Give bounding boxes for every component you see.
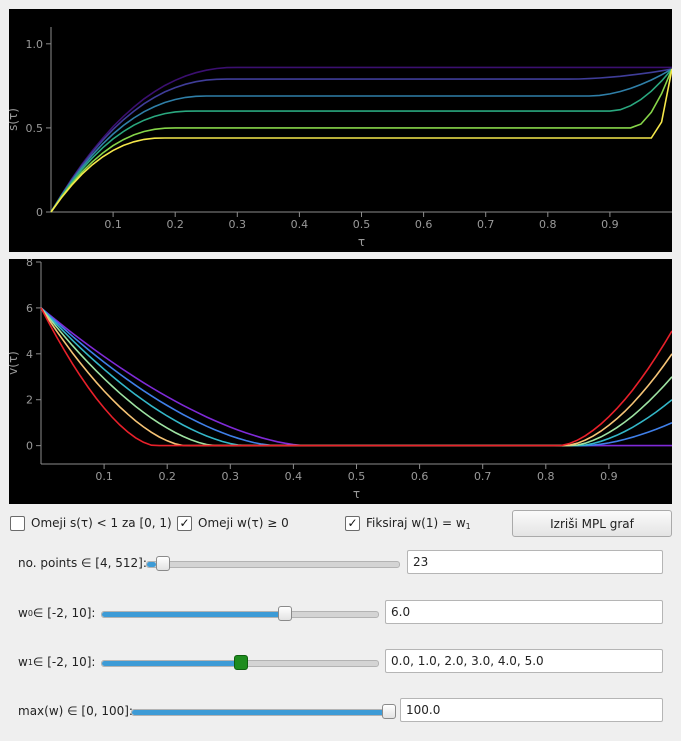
s-series-line — [50, 68, 672, 213]
x-tick-label: 0.1 — [95, 470, 113, 483]
x-tick-label: 0.5 — [353, 218, 371, 231]
points-slider-fill — [147, 562, 157, 567]
v-series-line — [40, 307, 672, 447]
y-tick-label: 1.0 — [26, 38, 44, 51]
s-series-line — [50, 68, 672, 213]
points-slider-handle[interactable] — [155, 556, 170, 571]
x-tick-label: 0.6 — [415, 218, 433, 231]
x-tick-label: 0.8 — [537, 470, 555, 483]
x-tick-label: 0.1 — [104, 218, 122, 231]
x-axis-label: τ — [358, 235, 365, 249]
maxw-slider[interactable] — [131, 704, 396, 719]
x-tick-label: 0.9 — [601, 218, 619, 231]
w1-slider-fill — [102, 661, 240, 666]
w0-input[interactable]: 6.0 — [385, 600, 663, 624]
x-tick-label: 0.6 — [411, 470, 429, 483]
w0-slider-handle[interactable] — [278, 606, 293, 621]
v-tau-plot[interactable]: 0.1 0.2 0.3 0.4 0.5 0.6 0.7 0.8 0.9 0 2 4 6 8 τ v(τ) — [9, 259, 672, 504]
limit-w-checkbox-box[interactable]: ✓ — [177, 515, 192, 531]
x-tick-label: 0.4 — [285, 470, 303, 483]
x-tick-label: 0.4 — [291, 218, 309, 231]
s-series-line — [50, 66, 672, 213]
x-tick-label: 0.2 — [158, 470, 176, 483]
points-row: no. points ∈ [4, 512]: 23 — [9, 550, 672, 580]
y-tick-label: 8 — [26, 259, 33, 269]
fix-w1-checkbox-label: Fiksiraj w(1) = w1 — [366, 515, 471, 531]
fix-w1-checkbox-box[interactable]: ✓ — [345, 515, 360, 531]
w0-slider-fill — [102, 612, 287, 617]
maxw-slider-fill — [132, 710, 394, 715]
s-series-line — [50, 68, 672, 213]
y-tick-label: 4 — [26, 348, 33, 361]
x-tick-label: 0.8 — [539, 218, 557, 231]
x-tick-label: 0.5 — [348, 470, 366, 483]
s-tau-plot[interactable]: 0.1 0.2 0.3 0.4 0.5 0.6 0.7 0.8 0.9 0 0.5 1.0 τ s(τ) — [9, 9, 672, 252]
limit-s-checkbox[interactable]: Omeji s(τ) < 1 za [0, 1) — [10, 508, 172, 538]
options-row: Omeji s(τ) < 1 za [0, 1) ✓ Omeji w(τ) ≥ … — [9, 508, 672, 538]
y-tick-label: 2 — [26, 394, 33, 407]
x-axis-label: τ — [353, 487, 360, 501]
limit-s-checkbox-label: Omeji s(τ) < 1 za [0, 1) — [31, 516, 172, 530]
w0-slider[interactable] — [101, 606, 379, 621]
w1-slider-handle[interactable] — [234, 655, 248, 670]
draw-mpl-button[interactable]: Izriši MPL graf — [512, 510, 672, 537]
y-tick-label: 6 — [26, 302, 33, 315]
maxw-slider-handle[interactable] — [382, 704, 396, 719]
fix-w1-checkbox[interactable]: ✓ Fiksiraj w(1) = w1 — [345, 508, 471, 538]
y-tick-label: 0 — [36, 206, 43, 219]
maxw-input[interactable]: 100.0 — [400, 698, 663, 722]
y-tick-label: 0 — [26, 440, 33, 453]
s-series-line — [50, 68, 672, 213]
points-input[interactable]: 23 — [407, 550, 663, 574]
x-tick-label: 0.9 — [600, 470, 618, 483]
points-label: no. points ∈ [4, 512]: — [18, 556, 147, 570]
x-tick-label: 0.7 — [474, 470, 492, 483]
w1-slider[interactable] — [101, 655, 379, 670]
points-slider[interactable] — [146, 556, 400, 571]
x-tick-label: 0.2 — [166, 218, 184, 231]
s-series-line — [50, 68, 672, 213]
w1-input[interactable]: 0.0, 1.0, 2.0, 3.0, 4.0, 5.0 — [385, 649, 663, 673]
maxw-row: max(w) ∈ [0, 100]: 100.0 — [9, 698, 672, 728]
v-series-line — [40, 307, 672, 447]
x-tick-label: 0.3 — [229, 218, 247, 231]
y-axis-label: s(τ) — [9, 108, 20, 131]
limit-w-checkbox[interactable]: ✓ Omeji w(τ) ≥ 0 — [177, 508, 289, 538]
x-tick-label: 0.3 — [222, 470, 240, 483]
v-series-line — [40, 307, 672, 447]
v-series-line — [40, 307, 672, 447]
limit-s-checkbox-box[interactable] — [10, 515, 25, 531]
maxw-label: max(w) ∈ [0, 100]: — [18, 704, 133, 718]
y-tick-label: 0.5 — [26, 122, 44, 135]
v-series-line — [40, 307, 672, 447]
x-tick-label: 0.7 — [477, 218, 495, 231]
v-series-line — [40, 307, 672, 447]
limit-w-checkbox-label: Omeji w(τ) ≥ 0 — [198, 516, 289, 530]
y-axis-label: v(τ) — [9, 351, 20, 375]
